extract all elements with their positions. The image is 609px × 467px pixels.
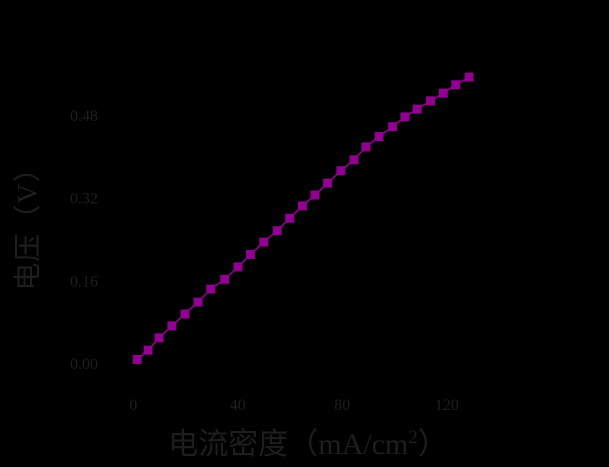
data-point-marker [206,284,216,294]
x-axis-label-text: 电流密度（mA/cm [168,428,409,461]
data-point-marker [143,345,153,355]
data-point-marker [412,104,422,114]
data-point-marker [323,178,333,188]
x-tick-label: 80 [334,397,350,414]
y-tick-label: 0.48 [70,108,98,125]
data-point-marker [438,88,448,98]
y-axis-label: 电压（V） [13,153,44,291]
data-point-marker [285,213,295,223]
data-point-marker [246,250,255,259]
data-point-marker [259,237,269,247]
data-point-marker [310,190,320,200]
data-point-marker [361,142,371,152]
data-point-marker [180,309,190,319]
data-point-marker [193,297,203,307]
data-point-marker [336,166,346,176]
data-point-marker [167,321,177,331]
data-point-marker [374,132,384,142]
data-point-marker [220,274,230,284]
data-point-marker [388,122,398,132]
x-tick-label: 120 [435,397,459,414]
data-point-marker [233,262,243,272]
data-point-marker [132,355,142,364]
x-tick-label: 0 [129,397,137,414]
x-axis-label-superscript: 2 [408,427,418,448]
x-axis-label-closing-paren: ） [417,428,448,461]
data-point-marker [154,333,164,343]
data-point-marker [298,201,307,211]
y-tick-label: 0.32 [70,191,98,208]
y-tick-label: 0.16 [70,273,98,290]
x-tick-label: 40 [230,397,246,414]
data-point-marker [451,80,461,90]
y-tick-label: 0.00 [70,356,98,373]
x-axis-label: 电流密度（mA/cm2） [168,419,448,463]
data-point-marker [349,155,359,165]
data-point-marker [426,96,435,106]
data-point-marker [464,72,474,82]
data-point-marker [272,226,282,236]
data-point-marker [400,112,410,122]
